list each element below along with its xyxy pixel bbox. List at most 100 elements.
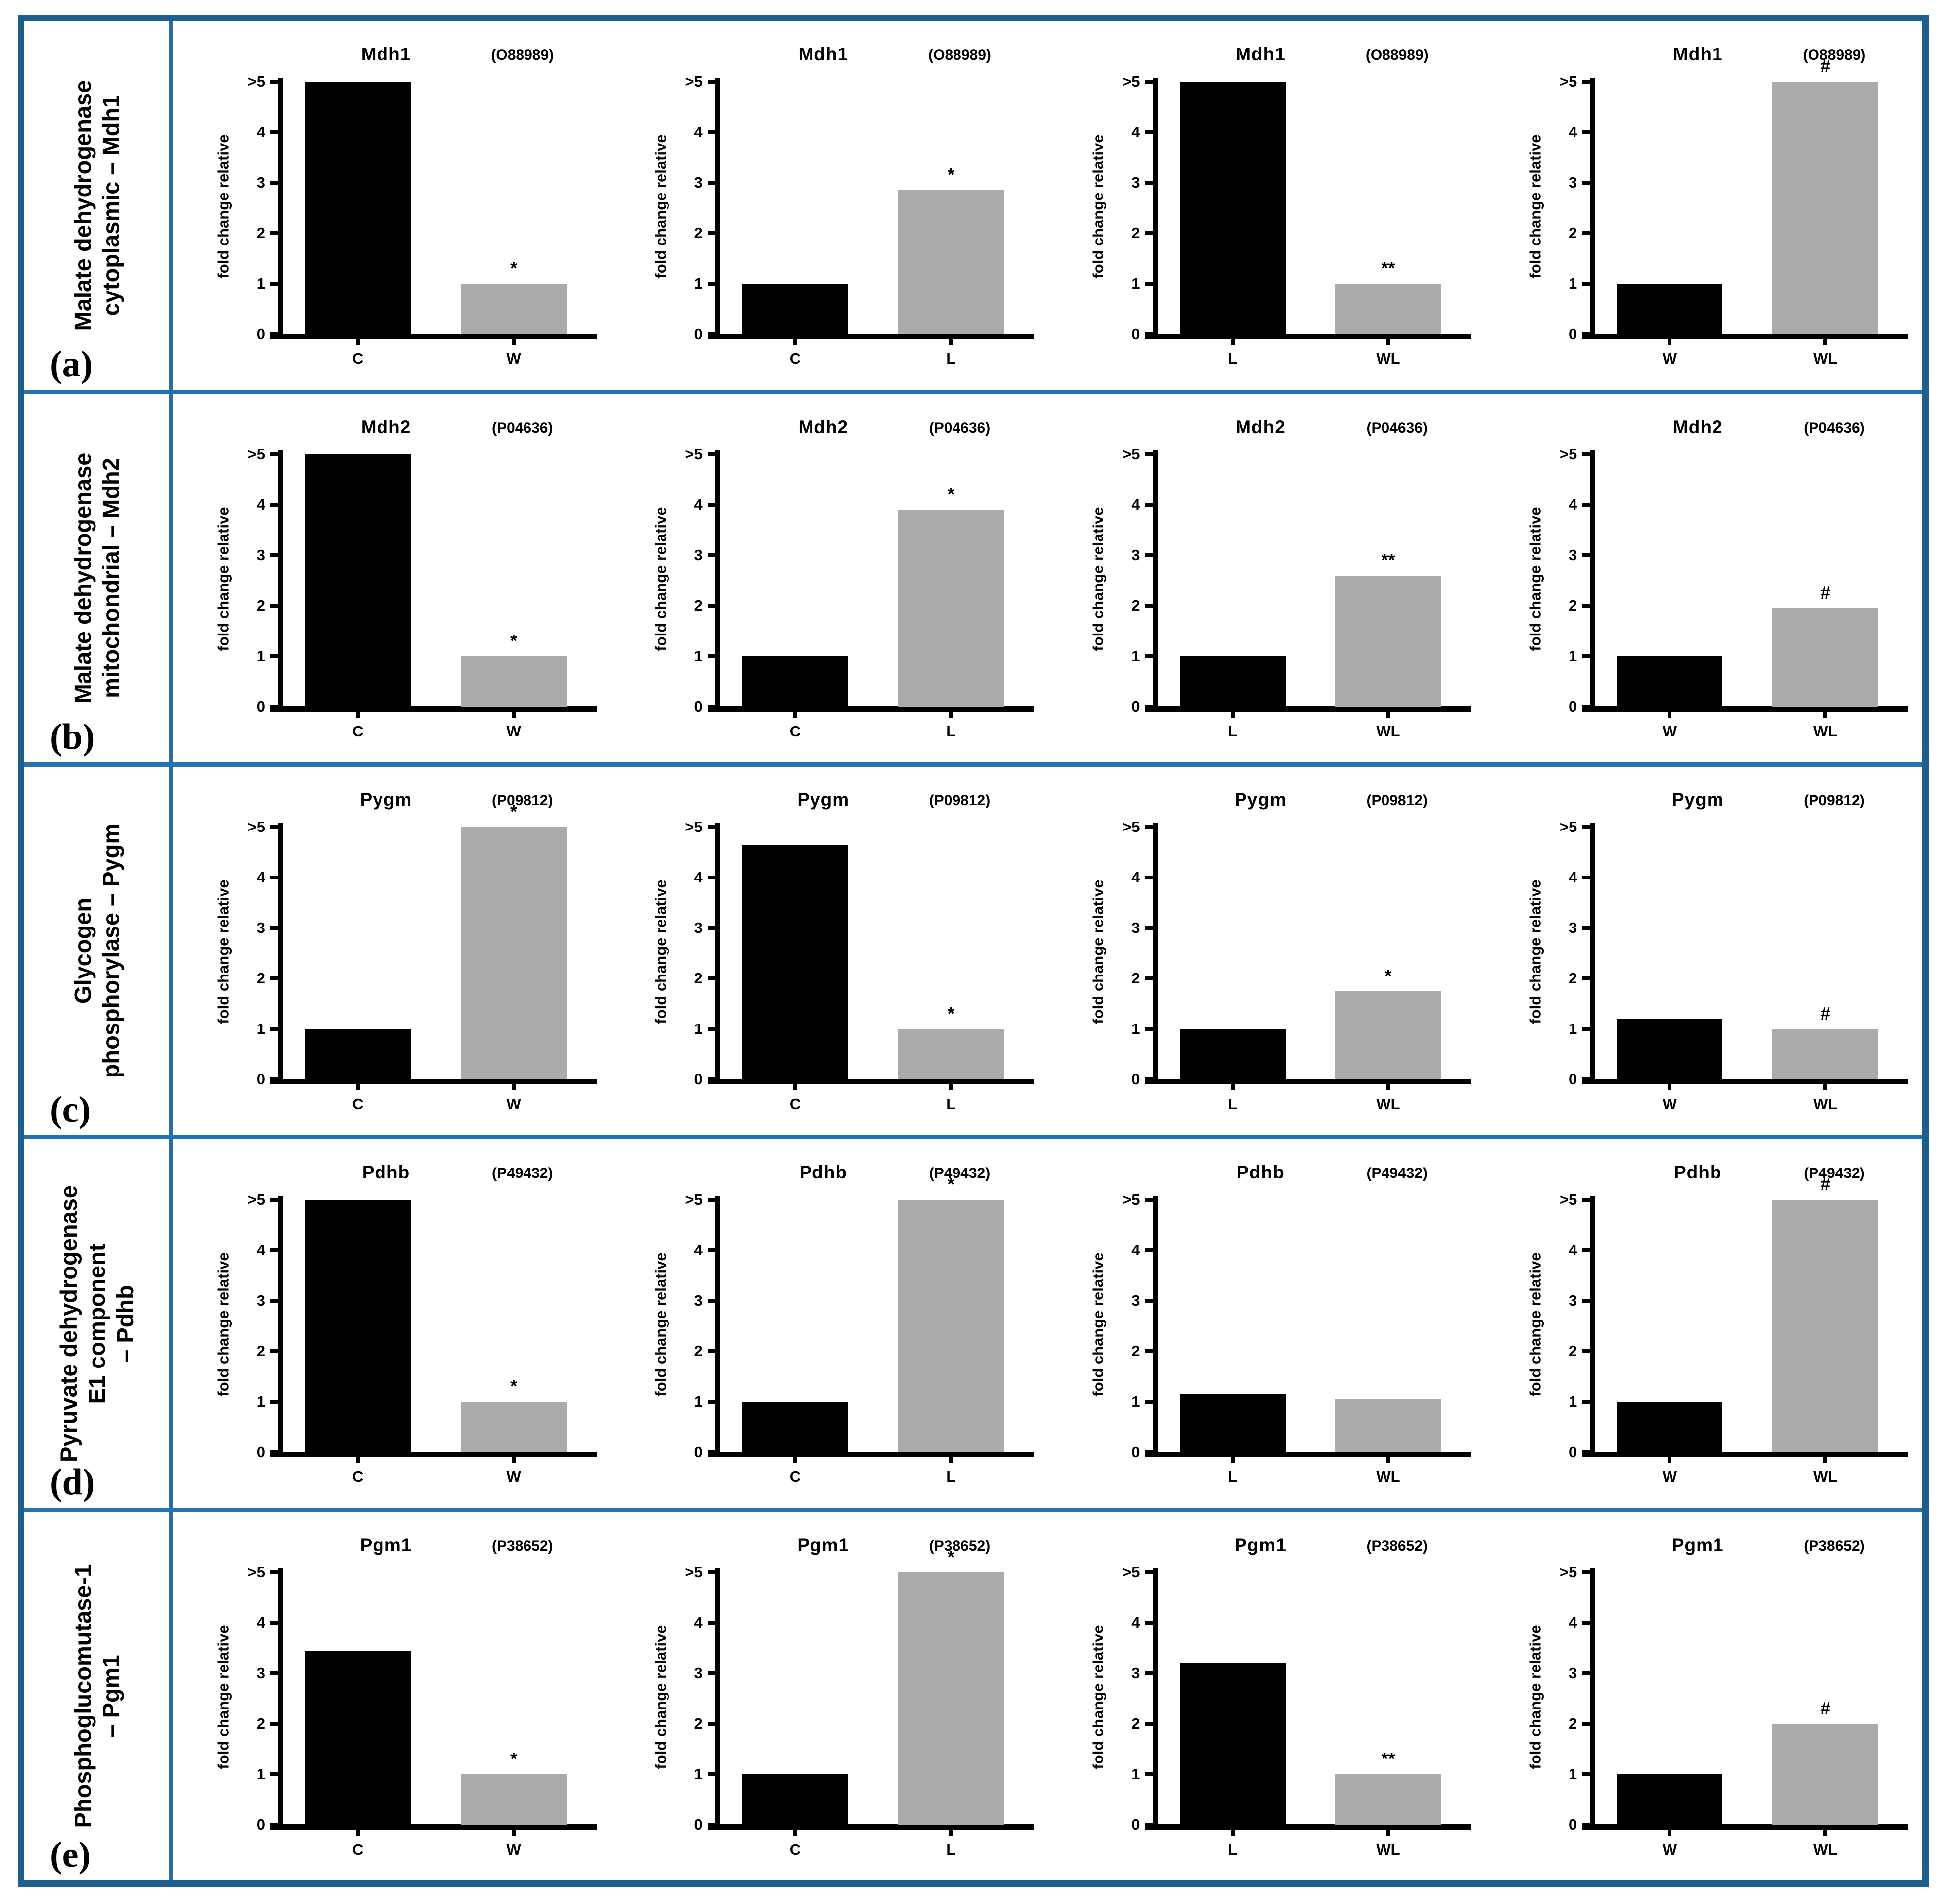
- y-tick-label: >5: [1559, 1191, 1577, 1208]
- y-tick-label: 0: [694, 1443, 703, 1461]
- row-protein-label-line: Pyruvate dehydrogenase: [55, 1185, 82, 1462]
- bar-chart: Mdh2 (P04636) fold change relative >5 4 3 2…: [611, 394, 1048, 762]
- y-tick-label: 1: [694, 1020, 703, 1037]
- y-tick-label: 2: [694, 1342, 703, 1360]
- y-tick-mark: [1144, 1077, 1153, 1081]
- bar-chart: Mdh2 (P04636) fold change relative >5 4 3 2…: [1048, 394, 1485, 762]
- y-axis-label: fold change relative: [1089, 507, 1107, 651]
- y-tick-label: 2: [1569, 597, 1577, 614]
- x-axis-line: [707, 1452, 1034, 1457]
- y-tick-label: 2: [1569, 1715, 1577, 1732]
- bar-L: [898, 1200, 1004, 1452]
- bar-chart: Pgm1 (P38652) fold change relative >5 4 3 2…: [1048, 1512, 1485, 1880]
- bar-W: [460, 827, 567, 1079]
- significance-marker: *: [510, 1749, 518, 1769]
- y-tick-mark: [707, 976, 716, 980]
- plot-area: fold change relative >5 4 3 2 1 0 C L *: [652, 1547, 1034, 1858]
- y-tick-label: 1: [1569, 1020, 1577, 1037]
- y-tick-mark: [1144, 181, 1153, 185]
- row-protein-label-line: – Pgm1: [97, 1655, 124, 1738]
- y-tick-mark: [1144, 1248, 1153, 1252]
- y-tick-mark: [270, 1077, 279, 1081]
- y-axis-line: [715, 823, 720, 1079]
- x-tick-label: C: [789, 1095, 801, 1113]
- plot-area: fold change relative >5 4 3 2 1 0 C W *: [215, 1191, 597, 1485]
- panel-letter: (a): [50, 344, 93, 385]
- y-tick-label: 0: [1569, 1071, 1577, 1088]
- y-tick-mark: [1144, 332, 1153, 336]
- y-tick-label: >5: [685, 1563, 703, 1581]
- y-tick-mark: [707, 654, 716, 658]
- y-tick-mark: [270, 1570, 279, 1574]
- y-tick-mark: [707, 231, 716, 235]
- plot-area: fold change relative >5 4 3 2 1 0 C L *: [652, 73, 1034, 367]
- chart-accession: (P49432): [929, 1165, 991, 1181]
- chart-accession: (P04636): [1366, 420, 1428, 436]
- y-tick-mark: [270, 976, 279, 980]
- y-tick-label: 0: [1131, 325, 1140, 342]
- y-tick-label: >5: [685, 818, 703, 835]
- row-protein-label-line: phosphorylase – Pygm: [97, 823, 124, 1078]
- chart-accession: (P38652): [1804, 1538, 1865, 1554]
- y-tick-label: >5: [1559, 818, 1577, 835]
- y-tick-mark: [1144, 1450, 1153, 1454]
- bar-C: [742, 284, 848, 334]
- x-tick-label: L: [946, 1095, 956, 1113]
- bar-C: [305, 454, 411, 707]
- bar-chart: Mdh1 (O88989) fold change relative >5 4 3 2…: [611, 21, 1048, 390]
- x-tick-mark: [1386, 1084, 1390, 1090]
- x-axis-line: [1144, 1824, 1472, 1830]
- x-tick-label: W: [506, 1468, 521, 1485]
- y-axis-line: [278, 450, 283, 707]
- figure-row: Glycogen phosphorylase – Pygm (c) Pygm (P…: [24, 767, 1922, 1139]
- y-axis-line: [1152, 823, 1158, 1079]
- x-tick-mark: [949, 711, 953, 718]
- x-tick-label: L: [946, 723, 956, 740]
- y-tick-mark: [1582, 1299, 1591, 1303]
- y-tick-label: 3: [256, 1664, 265, 1682]
- figure-row: Malate dehydrogenase mitochondrial – Mdh2…: [24, 394, 1922, 767]
- x-axis-line: [270, 1452, 597, 1457]
- y-tick-label: >5: [685, 1191, 703, 1208]
- chart-accession: (P49432): [1366, 1165, 1428, 1181]
- chart-title: Pdhb: [362, 1162, 410, 1182]
- row-protein-label: Malate dehydrogenase mitochondrial – Mdh2: [68, 453, 125, 704]
- x-axis-line: [707, 706, 1034, 712]
- bar-C: [305, 1200, 411, 1452]
- row-protein-label: Malate dehydrogenase cytoplasmic – Mdh1: [68, 80, 125, 331]
- plot-area: fold change relative >5 4 3 2 1 0 C W *: [215, 73, 597, 367]
- row-protein-label-line: Malate dehydrogenase: [69, 80, 95, 331]
- chart-title: Pdhb: [1674, 1162, 1722, 1182]
- y-tick-label: 0: [1569, 325, 1577, 342]
- y-tick-mark: [1144, 1671, 1153, 1675]
- y-tick-mark: [707, 1450, 716, 1454]
- y-tick-mark: [707, 604, 716, 608]
- bar-WL: [1335, 575, 1441, 707]
- y-tick-mark: [707, 1400, 716, 1404]
- row-protein-label-line: Malate dehydrogenase: [69, 452, 95, 704]
- y-tick-mark: [707, 1299, 716, 1303]
- y-tick-mark: [270, 130, 279, 134]
- panel-letter: (e): [50, 1835, 91, 1875]
- x-tick-mark: [949, 1829, 953, 1836]
- bar-W: [1617, 1019, 1723, 1079]
- y-tick-label: 4: [256, 123, 265, 141]
- figure-row: Pyruvate dehydrogenase E1 component – Pdhb…: [24, 1139, 1922, 1512]
- y-tick-label: 1: [1569, 275, 1577, 292]
- y-tick-mark: [1144, 1621, 1153, 1625]
- y-tick-label: 0: [694, 325, 703, 342]
- y-tick-mark: [1144, 282, 1153, 286]
- y-tick-label: 1: [694, 647, 703, 665]
- x-tick-label: L: [1228, 723, 1238, 740]
- plot-area: fold change relative >5 4 3 2 1 0 L WL **: [1090, 1563, 1472, 1858]
- x-tick-mark: [1386, 339, 1390, 345]
- y-tick-mark: [270, 452, 279, 456]
- bar-C: [305, 1651, 411, 1825]
- x-tick-label: C: [789, 723, 801, 740]
- y-tick-label: 1: [1131, 275, 1140, 292]
- panel-letter: (b): [50, 717, 95, 757]
- y-tick-label: 4: [1569, 869, 1577, 886]
- y-axis-line: [1590, 1196, 1595, 1452]
- plot-area: fold change relative >5 4 3 2 1 0 C L *: [652, 818, 1034, 1113]
- x-tick-label: WL: [1376, 1468, 1400, 1485]
